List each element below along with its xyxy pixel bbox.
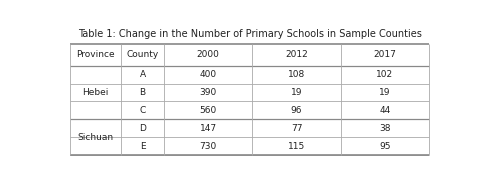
Text: B: B bbox=[139, 88, 146, 97]
Text: D: D bbox=[139, 124, 146, 133]
Text: Table 1: Change in the Number of Primary Schools in Sample Counties: Table 1: Change in the Number of Primary… bbox=[77, 29, 422, 39]
Text: 38: 38 bbox=[379, 124, 391, 133]
Text: 77: 77 bbox=[291, 124, 302, 133]
Text: 102: 102 bbox=[376, 70, 393, 79]
Text: County: County bbox=[127, 50, 159, 59]
Text: C: C bbox=[139, 106, 146, 115]
Text: Hebei: Hebei bbox=[82, 88, 109, 97]
Text: 115: 115 bbox=[288, 142, 305, 151]
Text: 2000: 2000 bbox=[197, 50, 220, 59]
Text: 147: 147 bbox=[200, 124, 217, 133]
Text: 108: 108 bbox=[288, 70, 305, 79]
Text: 44: 44 bbox=[379, 106, 391, 115]
Text: 19: 19 bbox=[291, 88, 302, 97]
Text: A: A bbox=[139, 70, 146, 79]
Text: 2017: 2017 bbox=[374, 50, 396, 59]
Text: 390: 390 bbox=[200, 88, 217, 97]
Text: 96: 96 bbox=[291, 106, 302, 115]
Text: Province: Province bbox=[76, 50, 115, 59]
Text: 95: 95 bbox=[379, 142, 391, 151]
Text: E: E bbox=[140, 142, 146, 151]
Text: 730: 730 bbox=[200, 142, 217, 151]
Text: 560: 560 bbox=[200, 106, 217, 115]
Text: 19: 19 bbox=[379, 88, 391, 97]
Text: 400: 400 bbox=[200, 70, 217, 79]
Text: Sichuan: Sichuan bbox=[77, 133, 114, 142]
Text: 2012: 2012 bbox=[285, 50, 308, 59]
